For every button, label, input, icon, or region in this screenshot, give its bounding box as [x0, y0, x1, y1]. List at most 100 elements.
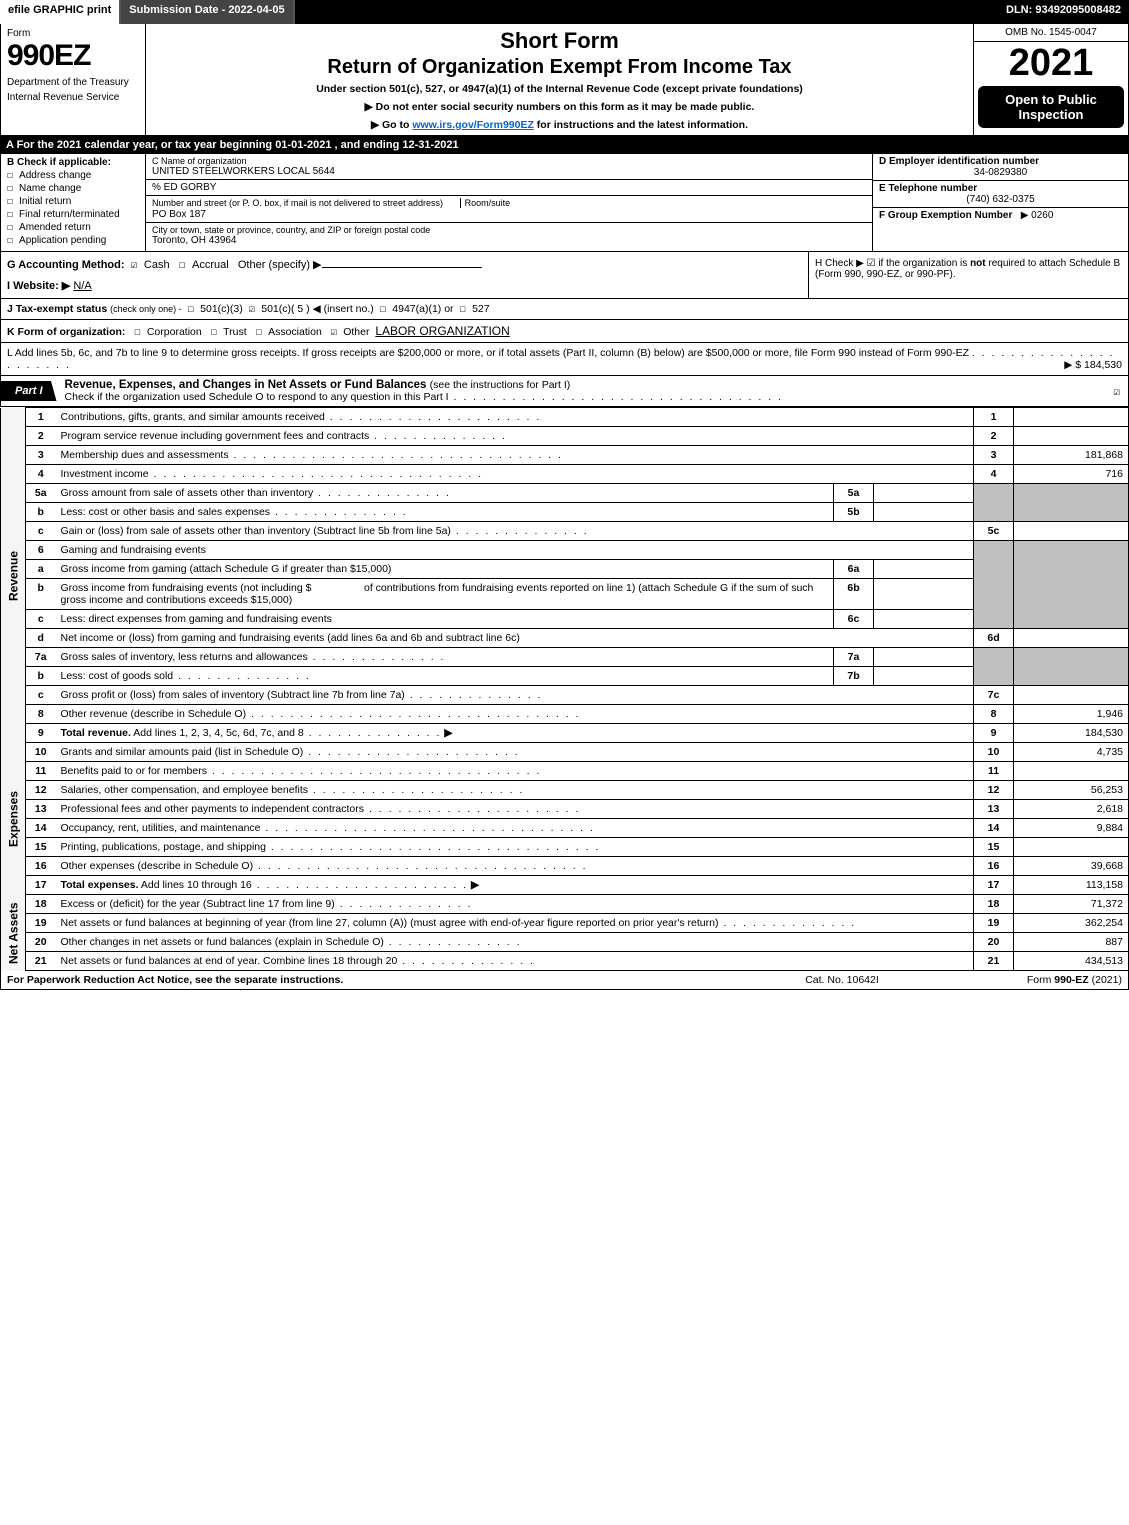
ln-15: 15: [26, 838, 56, 857]
val-9: 184,530: [1014, 724, 1129, 743]
chk-name-change[interactable]: ☐ Name change: [7, 183, 139, 194]
chk-accrual[interactable]: ☐: [179, 258, 192, 271]
side-revenue: Revenue: [1, 408, 26, 743]
desc-11: Benefits paid to or for members: [56, 762, 974, 781]
ln-12: 12: [26, 781, 56, 800]
c-care-row: % ED GORBY: [146, 180, 872, 196]
ln-3: 3: [26, 446, 56, 465]
g-other-blank[interactable]: [322, 267, 482, 268]
topbar: efile GRAPHIC print Submission Date - 20…: [0, 0, 1129, 24]
ln-13: 13: [26, 800, 56, 819]
desc-3: Membership dues and assessments: [56, 446, 974, 465]
part1-checkbox[interactable]: ☑: [1105, 385, 1128, 398]
val-20: 887: [1014, 933, 1129, 952]
section-g: G Accounting Method: ☑ Cash ☐ Accrual Ot…: [1, 252, 808, 298]
desc-15: Printing, publications, postage, and shi…: [56, 838, 974, 857]
chk-corp[interactable]: ☐: [134, 326, 147, 338]
k-assoc: Association: [268, 326, 322, 338]
chk-527[interactable]: ☐: [459, 303, 472, 315]
val-11: [1014, 762, 1129, 781]
chk-application-pending[interactable]: ☐ Application pending: [7, 235, 139, 246]
row-gh: G Accounting Method: ☑ Cash ☐ Accrual Ot…: [0, 252, 1129, 299]
omb-number: OMB No. 1545-0047: [974, 24, 1128, 42]
chk-assoc[interactable]: ☐: [255, 326, 268, 338]
ln-7b: b: [26, 667, 56, 686]
num-8: 8: [974, 705, 1014, 724]
val-5c: [1014, 522, 1129, 541]
num-15: 15: [974, 838, 1014, 857]
val-19: 362,254: [1014, 914, 1129, 933]
room-label: Room/suite: [460, 198, 511, 208]
val-21: 434,513: [1014, 952, 1129, 971]
efile-print-label[interactable]: efile GRAPHIC print: [0, 0, 121, 24]
ln-14: 14: [26, 819, 56, 838]
l-value: ▶ $ 184,530: [1064, 359, 1122, 371]
k-label: K Form of organization:: [7, 326, 125, 338]
section-b: B Check if applicable: ☐ Address change …: [1, 154, 146, 251]
ln-1: 1: [26, 408, 56, 427]
num-16: 16: [974, 857, 1014, 876]
f-label: F Group Exemption Number: [879, 210, 1012, 221]
val-18: 71,372: [1014, 895, 1129, 914]
ln-8: 8: [26, 705, 56, 724]
footer-form-year: (2021): [1089, 974, 1122, 986]
chk-amended-return[interactable]: ☐ Amended return: [7, 222, 139, 233]
mid-6c: 6c: [834, 610, 874, 629]
chk-cash[interactable]: ☑: [131, 258, 144, 271]
chk-trust[interactable]: ☐: [210, 326, 223, 338]
chk-501c[interactable]: ☑: [249, 303, 262, 315]
desc-2: Program service revenue including govern…: [56, 427, 974, 446]
e-label: E Telephone number: [879, 183, 1122, 194]
chk-initial-return[interactable]: ☐ Initial return: [7, 196, 139, 207]
desc-6d: Net income or (loss) from gaming and fun…: [56, 629, 974, 648]
desc-4: Investment income: [56, 465, 974, 484]
bullet-goto: ▶ Go to www.irs.gov/Form990EZ for instru…: [154, 119, 965, 131]
j-o2: 501(c)( 5 ) ◀ (insert no.): [261, 303, 374, 315]
row-k: K Form of organization: ☐ Corporation ☐ …: [0, 320, 1129, 343]
num-3: 3: [974, 446, 1014, 465]
ln-5a: 5a: [26, 484, 56, 503]
row-l: L Add lines 5b, 6c, and 7b to line 9 to …: [0, 343, 1129, 376]
h-text2: required to attach Schedule B: [986, 258, 1121, 269]
goto-post: for instructions and the latest informat…: [534, 119, 748, 131]
k-other-value: LABOR ORGANIZATION: [375, 324, 509, 338]
desc-5c: Gain or (loss) from sale of assets other…: [56, 522, 974, 541]
j-sub: (check only one) -: [110, 304, 182, 314]
f-group: F Group Exemption Number ▶ 0260: [873, 208, 1128, 223]
submission-date: Submission Date - 2022-04-05: [121, 0, 294, 24]
midval-6c: [874, 610, 974, 629]
desc-19: Net assets or fund balances at beginning…: [56, 914, 974, 933]
desc-6a: Gross income from gaming (attach Schedul…: [56, 560, 834, 579]
chk-final-return[interactable]: ☐ Final return/terminated: [7, 209, 139, 220]
desc-5a: Gross amount from sale of assets other t…: [56, 484, 834, 503]
grey-5: [974, 484, 1014, 522]
j-o1: 501(c)(3): [200, 303, 243, 315]
chk-other[interactable]: ☑: [331, 326, 344, 338]
f-value: ▶ 0260: [1021, 210, 1054, 221]
ln-6c: c: [26, 610, 56, 629]
part1-title: Revenue, Expenses, and Changes in Net As…: [57, 376, 1106, 406]
org-name: UNITED STEELWORKERS LOCAL 5644: [152, 166, 866, 177]
section-def: D Employer identification number 34-0829…: [873, 154, 1128, 251]
chk-501c3[interactable]: ☐: [187, 303, 200, 315]
ln-20: 20: [26, 933, 56, 952]
desc-7b: Less: cost of goods sold: [56, 667, 834, 686]
row-j: J Tax-exempt status (check only one) - ☐…: [0, 299, 1129, 320]
desc-7c: Gross profit or (loss) from sales of inv…: [56, 686, 974, 705]
desc-8: Other revenue (describe in Schedule O): [56, 705, 974, 724]
e-value: (740) 632-0375: [879, 194, 1122, 205]
num-9: 9: [974, 724, 1014, 743]
ln-6a: a: [26, 560, 56, 579]
chk-name-label: Name change: [19, 183, 81, 194]
irs-link[interactable]: www.irs.gov/Form990EZ: [412, 119, 534, 131]
val-10: 4,735: [1014, 743, 1129, 762]
chk-4947[interactable]: ☐: [380, 303, 393, 315]
g-accrual: Accrual: [192, 259, 229, 271]
chk-address-change[interactable]: ☐ Address change: [7, 170, 139, 181]
num-17: 17: [974, 876, 1014, 895]
ln-5b: b: [26, 503, 56, 522]
side-expenses: Expenses: [1, 743, 26, 895]
k-other: Other: [343, 326, 369, 338]
desc-20: Other changes in net assets or fund bala…: [56, 933, 974, 952]
tax-year: 2021: [974, 42, 1128, 82]
